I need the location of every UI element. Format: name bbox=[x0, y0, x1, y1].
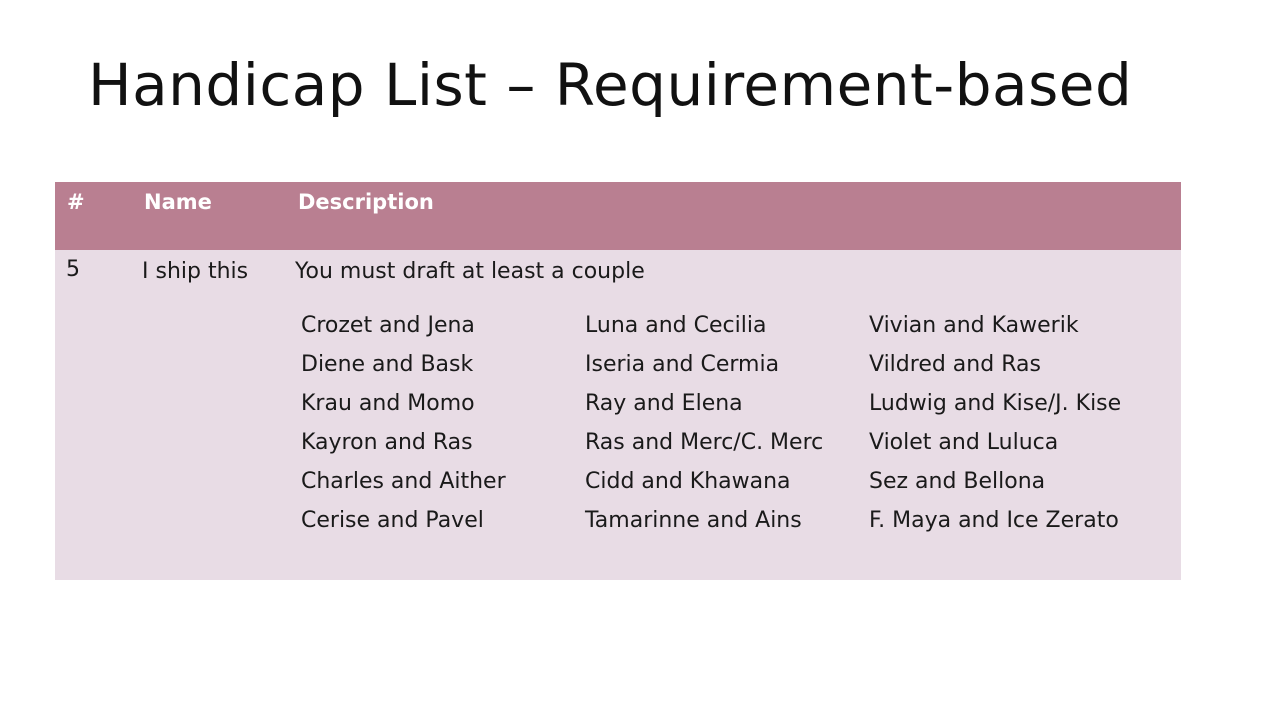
couples-column-2: Luna and Cecilia Iseria and Cermia Ray a… bbox=[585, 306, 823, 540]
list-item: Ludwig and Kise/J. Kise bbox=[869, 391, 1122, 416]
header-number: # bbox=[67, 190, 85, 214]
list-item: Crozet and Jena bbox=[301, 313, 475, 338]
list-item: F. Maya and Ice Zerato bbox=[869, 508, 1119, 533]
list-item: Krau and Momo bbox=[301, 391, 475, 416]
header-name: Name bbox=[144, 190, 212, 214]
list-item: Kayron and Ras bbox=[301, 430, 473, 455]
table-header-row: # Name Description bbox=[55, 182, 1181, 250]
list-item: Charles and Aither bbox=[301, 469, 506, 494]
list-item: Vildred and Ras bbox=[869, 352, 1041, 377]
list-item: Ray and Elena bbox=[585, 391, 743, 416]
list-item: Tamarinne and Ains bbox=[585, 508, 802, 533]
slide-title: Handicap List – Requirement-based bbox=[88, 51, 1133, 119]
list-item: Sez and Bellona bbox=[869, 469, 1046, 494]
list-item: Luna and Cecilia bbox=[585, 313, 767, 338]
list-item: Vivian and Kawerik bbox=[869, 313, 1079, 338]
list-item: Violet and Luluca bbox=[869, 430, 1059, 455]
header-description: Description bbox=[298, 190, 434, 214]
handicap-table: # Name Description 5 I ship this You mus… bbox=[55, 182, 1181, 580]
row-name: I ship this bbox=[142, 259, 249, 284]
list-item: Cerise and Pavel bbox=[301, 508, 484, 533]
row-description: You must draft at least a couple bbox=[295, 259, 645, 284]
couples-column-1: Crozet and Jena Diene and Bask Krau and … bbox=[301, 306, 506, 540]
list-item: Ras and Merc/C. Merc bbox=[585, 430, 824, 455]
list-item: Cidd and Khawana bbox=[585, 469, 791, 494]
table-row: 5 I ship this You must draft at least a … bbox=[55, 250, 1181, 580]
list-item: Diene and Bask bbox=[301, 352, 474, 377]
couples-column-3: Vivian and Kawerik Vildred and Ras Ludwi… bbox=[869, 306, 1121, 540]
list-item: Iseria and Cermia bbox=[585, 352, 780, 377]
row-number: 5 bbox=[66, 257, 80, 282]
